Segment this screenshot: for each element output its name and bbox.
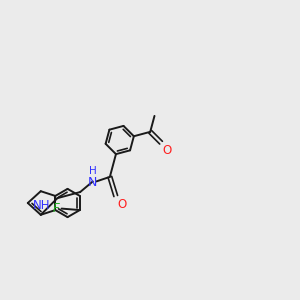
Text: N: N (88, 176, 98, 189)
Text: NH: NH (33, 199, 50, 212)
Text: O: O (117, 198, 127, 212)
Text: F: F (52, 202, 59, 215)
Text: H: H (89, 166, 97, 176)
Text: O: O (163, 144, 172, 157)
